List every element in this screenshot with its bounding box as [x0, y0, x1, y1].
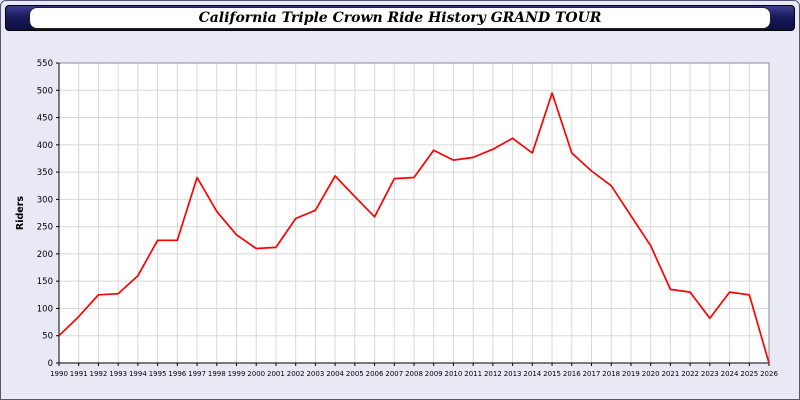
svg-text:2006: 2006: [366, 370, 384, 378]
svg-text:50: 50: [42, 332, 53, 342]
svg-text:2004: 2004: [326, 370, 344, 378]
chart-container: 1990 1991 1992 1993 1994 1995 1996 1997 1998 1999…: [11, 53, 789, 397]
svg-text:2019: 2019: [622, 370, 640, 378]
svg-text:2023: 2023: [701, 370, 719, 378]
svg-text:1994: 1994: [129, 370, 147, 378]
svg-text:2008: 2008: [405, 370, 423, 378]
header-bar: California Triple Crown Ride History GRA…: [5, 5, 795, 31]
svg-text:1991: 1991: [70, 370, 88, 378]
svg-text:2007: 2007: [385, 370, 403, 378]
svg-text:2020: 2020: [642, 370, 660, 378]
svg-text:2009: 2009: [425, 370, 443, 378]
svg-text:0: 0: [48, 359, 53, 369]
svg-text:2002: 2002: [287, 370, 305, 378]
title-pill: California Triple Crown Ride History GRA…: [29, 7, 771, 29]
svg-text:1998: 1998: [208, 370, 226, 378]
svg-text:400: 400: [37, 141, 53, 151]
svg-text:2024: 2024: [721, 370, 739, 378]
svg-text:100: 100: [37, 304, 53, 314]
svg-text:2026: 2026: [760, 370, 778, 378]
svg-text:2022: 2022: [681, 370, 699, 378]
svg-text:300: 300: [37, 195, 53, 205]
svg-text:2003: 2003: [306, 370, 324, 378]
svg-text:2016: 2016: [563, 370, 581, 378]
svg-text:1993: 1993: [109, 370, 127, 378]
svg-text:1999: 1999: [228, 370, 246, 378]
svg-text:550: 550: [37, 59, 53, 69]
svg-text:2012: 2012: [484, 370, 502, 378]
svg-text:350: 350: [37, 168, 53, 178]
svg-text:Riders: Riders: [15, 196, 26, 231]
svg-text:2000: 2000: [247, 370, 265, 378]
svg-text:1997: 1997: [188, 370, 206, 378]
svg-text:450: 450: [37, 114, 53, 124]
svg-text:2010: 2010: [445, 370, 463, 378]
svg-text:150: 150: [37, 277, 53, 287]
svg-text:2025: 2025: [740, 370, 758, 378]
svg-text:2018: 2018: [602, 370, 620, 378]
svg-text:2011: 2011: [464, 370, 482, 378]
svg-text:2017: 2017: [583, 370, 601, 378]
svg-text:2001: 2001: [267, 370, 285, 378]
svg-text:1990: 1990: [50, 370, 68, 378]
svg-text:1996: 1996: [168, 370, 186, 378]
svg-text:2021: 2021: [661, 370, 679, 378]
svg-text:1992: 1992: [90, 370, 108, 378]
ride-history-line-chart: 1990 1991 1992 1993 1994 1995 1996 1997 1998 1999…: [15, 59, 778, 378]
svg-text:2013: 2013: [504, 370, 522, 378]
svg-text:500: 500: [37, 86, 53, 96]
riders-series-line: [58, 92, 770, 364]
svg-text:250: 250: [37, 223, 53, 233]
svg-text:1995: 1995: [149, 370, 167, 378]
svg-text:2005: 2005: [346, 370, 364, 378]
page-title: California Triple Crown Ride History GRA…: [198, 10, 602, 26]
svg-text:200: 200: [37, 250, 53, 260]
svg-text:2014: 2014: [523, 370, 541, 378]
svg-text:2015: 2015: [543, 370, 561, 378]
